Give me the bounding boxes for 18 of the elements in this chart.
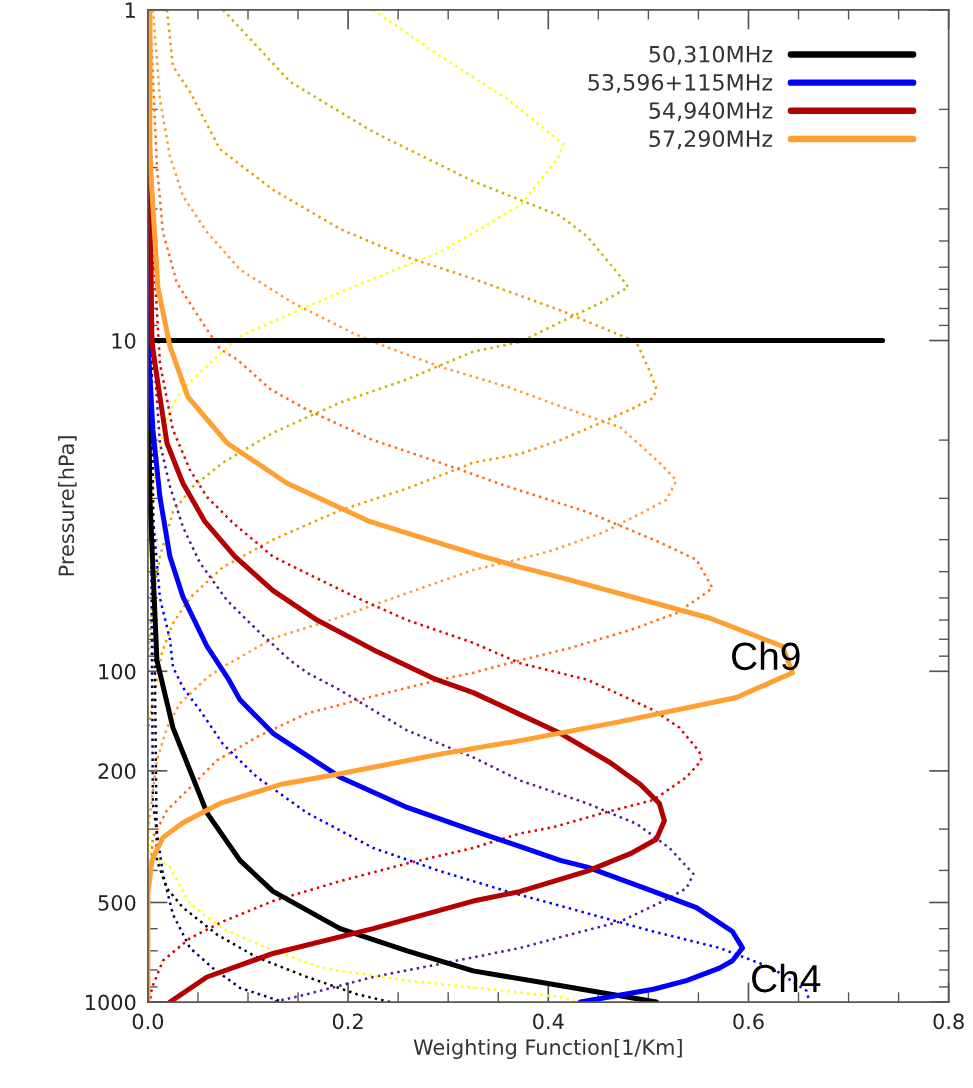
y-tick-label: 100	[99, 663, 136, 680]
y-tick-label: 1	[125, 2, 135, 18]
y-axis-title: Pressure[hPa]	[58, 436, 77, 576]
x-tick-label: 0.6	[733, 1013, 764, 1030]
x-tick-label: 0.0	[132, 1013, 164, 1030]
x-axis-title: Weighting Function[1/Km]	[413, 1038, 682, 1060]
y-tick-label: 10	[112, 333, 136, 349]
annotation: Ch4	[752, 963, 821, 993]
y-tick-label: 200	[98, 763, 136, 780]
text: 54,940MHz	[649, 102, 773, 122]
text: 53,596+115MHz	[588, 73, 773, 93]
y-tick-label: 500	[98, 894, 136, 911]
text: 50,310MHz	[649, 45, 773, 65]
text: 57,290MHz	[649, 130, 773, 150]
x-tick-label: 0.8	[933, 1013, 964, 1030]
x-tick-label: 0.4	[533, 1013, 564, 1030]
y-tick-label: 1000	[86, 994, 136, 1011]
x-tick-label: 0.2	[332, 1013, 363, 1030]
